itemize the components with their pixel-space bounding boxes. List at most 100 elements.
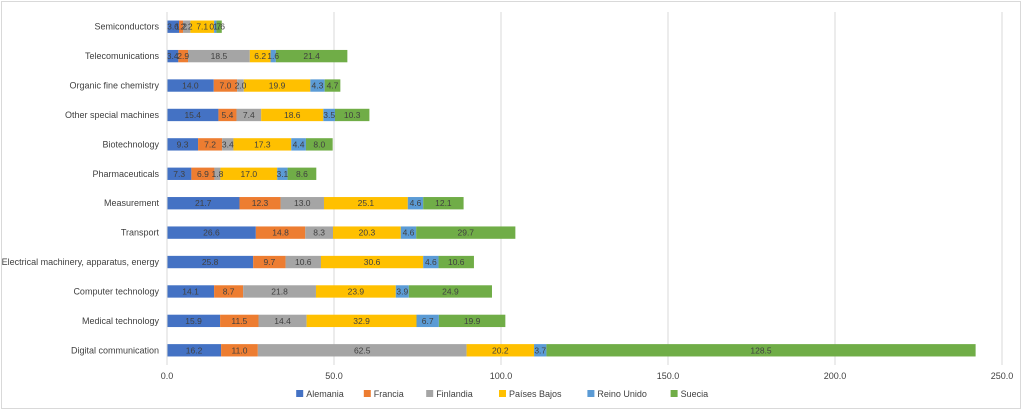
bar-segment [179, 20, 184, 33]
data-label: 19.9 [464, 316, 481, 326]
bar-segment [214, 20, 217, 33]
bar-segment [277, 167, 288, 180]
bar-segment [222, 138, 234, 151]
data-label: 26.6 [203, 228, 220, 238]
bar-segment [167, 197, 240, 210]
data-label: 10.6 [448, 257, 465, 267]
data-label: 12.3 [252, 198, 269, 208]
legend-swatch [587, 390, 595, 397]
x-tick-label: 200.0 [824, 371, 847, 381]
legend-label: Finlandia [436, 389, 473, 399]
data-label: 6.7 [422, 316, 434, 326]
bar-segment [188, 49, 250, 63]
category-label: Organic fine chemistry [69, 81, 159, 91]
category-label: Measurement [104, 198, 160, 208]
bar-segment [306, 314, 417, 328]
data-label: 24.9 [442, 286, 459, 296]
category-label: Electrical machinery, apparatus, energy [2, 257, 159, 267]
bar-segment [395, 285, 409, 298]
data-label: 14.0 [182, 81, 199, 91]
bar-segment [466, 344, 535, 357]
bar-segment [408, 285, 492, 298]
data-label: 2.9 [177, 51, 189, 61]
data-label: 1.6 [213, 22, 225, 32]
bar-segment [416, 314, 439, 328]
bar-segment [438, 314, 506, 328]
bar-segment [214, 167, 221, 180]
data-label: 14.4 [274, 316, 291, 326]
bar-segment [400, 226, 417, 239]
data-label: 2.0 [235, 81, 247, 91]
data-label: 30.6 [364, 257, 381, 267]
data-label: 62.5 [354, 345, 371, 355]
bar-segment [249, 49, 271, 63]
bar-segment [332, 226, 401, 239]
data-label: 25.8 [202, 257, 219, 267]
bar-segment [167, 108, 219, 122]
bar-segment [423, 197, 464, 210]
legend-label: Alemania [306, 389, 344, 399]
data-label: 2.2 [181, 22, 193, 32]
category-label: Telecomunications [85, 51, 160, 61]
data-label: 15.9 [185, 316, 202, 326]
legend-swatch [499, 390, 506, 397]
bar-segment [243, 285, 316, 298]
bar-segment [183, 20, 191, 33]
bar-segment [291, 138, 306, 151]
data-label: 7.4 [243, 110, 255, 120]
data-label: 10.3 [344, 110, 361, 120]
bar-segment [220, 314, 259, 328]
bar-segment [270, 49, 276, 63]
data-label: 10.6 [295, 257, 312, 267]
data-label: 4.6 [425, 257, 437, 267]
data-label: 21.7 [195, 198, 212, 208]
bar-segment [255, 226, 306, 239]
data-label: 7.1 [196, 22, 208, 32]
bar-segment [167, 138, 199, 151]
data-label: 18.6 [284, 110, 301, 120]
legend-swatch [296, 390, 304, 397]
data-label: 14.8 [272, 228, 289, 238]
bar-segment [213, 79, 238, 92]
bar-segment [178, 49, 189, 63]
bar-segment [239, 197, 281, 210]
bar-segment [324, 79, 341, 92]
data-label: 19.9 [269, 81, 286, 91]
bar-segment [261, 108, 324, 122]
bar-segment [167, 167, 192, 180]
x-tick-label: 100.0 [490, 371, 513, 381]
data-label: 5.4 [222, 110, 234, 120]
data-label: 8.0 [313, 139, 325, 149]
legend: Alemania Francia Finlandia Países Bajos Rein… [296, 389, 708, 399]
bar-segment [335, 108, 370, 122]
data-label: 8.7 [223, 286, 235, 296]
bar-segment [190, 20, 215, 33]
bar-segment [233, 138, 292, 151]
data-label: 3.4 [222, 139, 234, 149]
category-label: Digital communication [71, 345, 159, 355]
data-label: 12.1 [435, 198, 452, 208]
category-label: Other special machines [65, 110, 160, 120]
bars [167, 20, 976, 357]
data-label: 13.0 [294, 198, 311, 208]
bar-segment [275, 49, 348, 63]
bar-segment [407, 197, 424, 210]
bar-segment [221, 344, 258, 357]
data-label: 21.8 [271, 286, 288, 296]
data-label: 14.1 [182, 286, 199, 296]
bar-segment [305, 226, 333, 239]
data-label: 16.2 [186, 345, 203, 355]
x-tick-label: 50.0 [325, 371, 343, 381]
bar-segment [167, 344, 222, 357]
data-label: 29.7 [457, 228, 474, 238]
bar-segment [214, 285, 244, 298]
bar-segment [218, 108, 237, 122]
legend-swatch [670, 390, 678, 397]
data-label: 3.1 [276, 169, 288, 179]
legend-label: Francia [374, 389, 404, 399]
data-label: 25.1 [358, 198, 375, 208]
bar-segment [423, 255, 439, 269]
data-label: 32.9 [353, 316, 370, 326]
axes: 0.0 50.0 100.0 150.0 200.0 250.0 Semiconductor… [2, 12, 1013, 381]
bar-segment [167, 79, 214, 92]
